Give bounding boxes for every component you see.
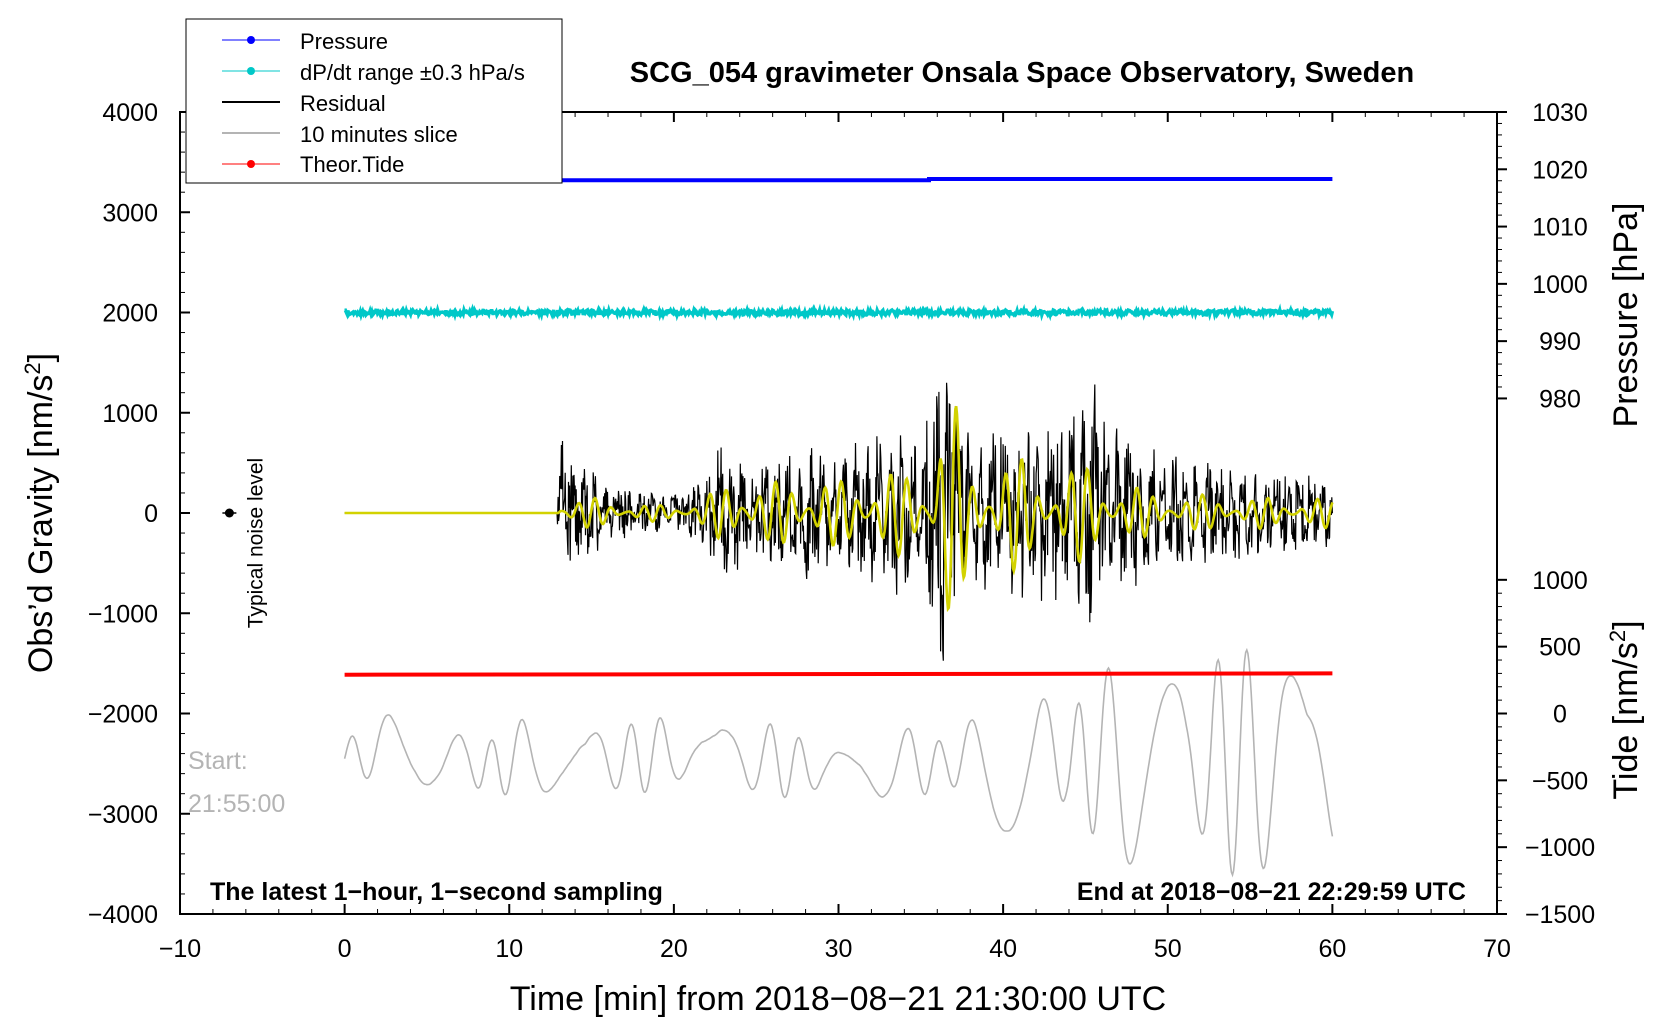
y-axis-label-pressure: Pressure [hPa] bbox=[1607, 203, 1645, 428]
tide-tick-label: −1000 bbox=[1525, 834, 1595, 862]
legend-label: Residual bbox=[300, 91, 386, 116]
pressure-tick-label: 1010 bbox=[1532, 214, 1588, 242]
series-residual-line bbox=[344, 382, 1333, 661]
y-tick-label: −3000 bbox=[88, 801, 158, 829]
tide-tick-label: −500 bbox=[1532, 767, 1588, 795]
pressure-tick-label: 980 bbox=[1539, 385, 1581, 413]
start-time: 21:55:00 bbox=[188, 790, 285, 818]
legend-label: Theor.Tide bbox=[300, 152, 404, 177]
pressure-tick-label: 990 bbox=[1539, 328, 1581, 356]
pressure-tick-label: 1000 bbox=[1532, 271, 1588, 299]
pressure-tick-label: 1020 bbox=[1532, 156, 1588, 184]
data-layer bbox=[343, 177, 1335, 878]
sampling-note: The latest 1−hour, 1−second sampling bbox=[210, 878, 663, 906]
chart-title: SCG_054 gravimeter Onsala Space Observat… bbox=[630, 57, 1414, 89]
x-tick-label: 60 bbox=[1318, 935, 1346, 963]
pressure-tick-labels: 980 990 1000 1010 1020 1030 bbox=[1532, 99, 1588, 413]
tide-tick-label: 0 bbox=[1553, 701, 1567, 729]
tide-tick-label: −1500 bbox=[1525, 901, 1595, 929]
y-tick-label: 3000 bbox=[102, 199, 158, 227]
x-axis-label: Time [min] from 2018−08−21 21:30:00 UTC bbox=[510, 980, 1166, 1018]
plot-frame bbox=[179, 111, 1498, 915]
x-tick-label: 40 bbox=[989, 935, 1017, 963]
legend-swatch-marker bbox=[247, 67, 255, 75]
end-time-note: End at 2018−08−21 22:29:59 UTC bbox=[1077, 878, 1466, 906]
x-tick-label: 0 bbox=[338, 935, 352, 963]
legend-label: 10 minutes slice bbox=[300, 122, 458, 147]
series-residual-filtered-line bbox=[344, 405, 1334, 613]
legend-label: dP/dt range ±0.3 hPa/s bbox=[300, 60, 525, 85]
x-tick-label: −10 bbox=[159, 935, 201, 963]
y-tick-labels: −4000 −3000 −2000 −1000 0 1000 2000 3000… bbox=[88, 99, 158, 929]
tide-tick-label: 500 bbox=[1539, 634, 1581, 662]
noise-level-label: Typical noise level bbox=[244, 458, 267, 628]
y-tick-label: −1000 bbox=[88, 600, 158, 628]
legend-swatch-marker bbox=[247, 36, 255, 44]
legend: Pressure dP/dt range ±0.3 hPa/s Residual… bbox=[185, 18, 563, 184]
y-tick-label: 4000 bbox=[102, 99, 158, 127]
legend-swatch-marker bbox=[247, 160, 255, 168]
series-tide-line bbox=[344, 671, 1333, 677]
x-tick-label: 70 bbox=[1483, 935, 1511, 963]
x-tick-label: 30 bbox=[825, 935, 853, 963]
y-tick-label: 0 bbox=[144, 500, 158, 528]
x-tick-label: 10 bbox=[495, 935, 523, 963]
start-label: Start: bbox=[188, 747, 248, 775]
tide-tick-label: 1000 bbox=[1532, 567, 1588, 595]
x-tick-label: 50 bbox=[1154, 935, 1182, 963]
y-tick-label: 2000 bbox=[102, 300, 158, 328]
y-tick-label: −2000 bbox=[88, 701, 158, 729]
x-tick-labels: −10 0 10 20 30 40 50 60 70 bbox=[159, 935, 1511, 963]
pressure-tick-label: 1030 bbox=[1532, 99, 1588, 127]
y-tick-label: 1000 bbox=[102, 400, 158, 428]
series-slice-line bbox=[343, 647, 1334, 878]
series-dpdt-line bbox=[343, 303, 1335, 322]
noise-level-marker bbox=[224, 508, 234, 518]
y-axis-label-tide: Tide [nm/s2] bbox=[1605, 620, 1646, 799]
x-tick-label: 20 bbox=[660, 935, 688, 963]
legend-label: Pressure bbox=[300, 29, 388, 54]
legend-swatches bbox=[222, 36, 280, 168]
tide-tick-labels: −1500 −1000 −500 0 500 1000 bbox=[1525, 567, 1595, 929]
y-axis-label-left: Obs’d Gravity [nm/s2] bbox=[20, 353, 61, 673]
y-tick-label: −4000 bbox=[88, 901, 158, 929]
